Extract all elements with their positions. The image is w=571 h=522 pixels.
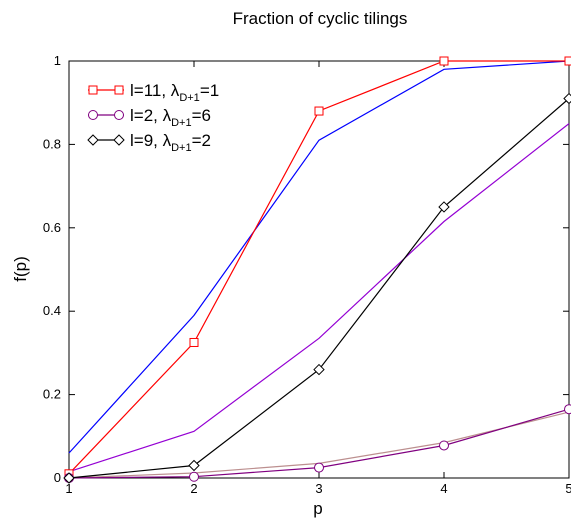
series-line [68, 60, 570, 454]
data-point [189, 471, 199, 482]
x-tick-label: 3 [315, 481, 322, 496]
legend-label: l=2, λD+1=6 [130, 106, 211, 129]
series-markers [63, 56, 571, 484]
data-point [438, 201, 450, 213]
legend: l=11, λD+1=1l=2, λD+1=6l=9, λD+1=2 [87, 81, 219, 154]
data-point [564, 404, 571, 415]
data-point [188, 459, 200, 472]
legend-marker [88, 110, 98, 120]
y-tick-label: 0 [54, 470, 61, 485]
x-tick-label: 1 [65, 481, 72, 496]
y-tick-label: 0.4 [43, 303, 61, 318]
data-point [564, 56, 571, 66]
chart-title: Fraction of cyclic tilings [233, 9, 408, 28]
legend-marker [114, 85, 124, 95]
legend-label: l=11, λD+1=1 [130, 81, 219, 104]
data-point [563, 92, 571, 105]
legend-marker [114, 110, 124, 120]
legend-marker [113, 134, 125, 146]
data-point [189, 337, 199, 347]
y-tick-label: 1 [54, 53, 61, 68]
y-tick-label: 0.8 [43, 136, 61, 151]
data-point [439, 56, 449, 66]
x-tick-label: 5 [565, 481, 571, 496]
y-tick-label: 0.6 [43, 220, 61, 235]
axis-ticks: 1 2 3 4 5 0 0.2 0.4 0.6 0.8 1 [43, 53, 571, 496]
y-tick-label: 0.2 [43, 387, 61, 402]
data-point [439, 440, 449, 451]
legend-label: l=9, λD+1=2 [130, 131, 211, 154]
data-point [314, 106, 324, 116]
data-point [314, 462, 324, 473]
legend-marker [88, 85, 98, 95]
x-tick-label: 2 [190, 481, 197, 496]
x-axis-label: p [313, 499, 322, 518]
series-line [68, 98, 570, 479]
data-point [313, 363, 325, 376]
series-line [68, 123, 570, 473]
legend-marker [87, 134, 99, 146]
data-point [63, 472, 75, 484]
y-axis-label: f(p) [11, 256, 30, 282]
x-tick-label: 4 [440, 481, 447, 496]
